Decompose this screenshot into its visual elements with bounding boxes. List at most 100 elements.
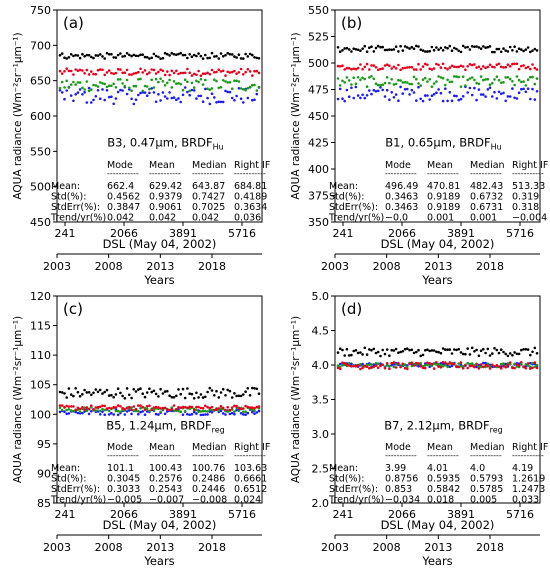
data-point bbox=[493, 346, 496, 350]
stats-value: 0.4189 bbox=[234, 191, 267, 202]
data-point bbox=[128, 53, 131, 57]
data-point bbox=[175, 98, 178, 102]
data-point bbox=[491, 81, 494, 85]
data-point bbox=[119, 88, 122, 92]
data-point bbox=[535, 352, 539, 355]
data-point bbox=[392, 96, 396, 99]
data-point bbox=[502, 362, 505, 365]
data-point bbox=[526, 348, 530, 351]
data-point bbox=[157, 93, 160, 96]
data-point bbox=[114, 393, 118, 396]
data-point bbox=[233, 79, 236, 82]
data-point bbox=[513, 62, 516, 66]
data-point bbox=[473, 63, 476, 66]
data-point bbox=[345, 76, 349, 79]
data-point bbox=[134, 98, 138, 101]
data-point bbox=[148, 91, 151, 95]
data-point bbox=[477, 82, 481, 86]
data-point bbox=[154, 412, 158, 416]
data-point bbox=[192, 410, 196, 414]
stats-col-rule: ----------- bbox=[192, 169, 224, 178]
stats-col-rule: ----------- bbox=[512, 169, 544, 178]
data-point bbox=[148, 409, 151, 413]
data-point bbox=[94, 409, 98, 412]
data-point bbox=[482, 347, 485, 351]
data-point bbox=[139, 387, 142, 390]
data-point bbox=[461, 65, 465, 68]
data-point bbox=[515, 352, 519, 356]
data-point bbox=[499, 348, 503, 352]
data-point bbox=[112, 405, 115, 409]
data-point bbox=[499, 65, 503, 69]
data-point bbox=[419, 84, 423, 87]
years-axis-label: Years bbox=[143, 554, 174, 568]
data-point bbox=[441, 361, 445, 364]
data-point bbox=[524, 84, 528, 87]
data-point bbox=[128, 393, 131, 397]
data-point bbox=[531, 361, 534, 365]
data-point bbox=[81, 406, 84, 409]
data-point bbox=[67, 387, 71, 390]
data-point bbox=[186, 67, 189, 71]
data-point bbox=[475, 81, 478, 85]
data-point bbox=[239, 87, 243, 90]
data-point bbox=[493, 50, 496, 54]
data-point bbox=[419, 68, 423, 71]
stats-value: 0.005 bbox=[470, 495, 497, 506]
data-point bbox=[388, 48, 391, 51]
y-axis-label: AQUA radiance (Wm⁻²sr⁻¹μm⁻¹) bbox=[290, 316, 302, 483]
data-point bbox=[526, 364, 530, 367]
data-point bbox=[466, 362, 470, 365]
data-point bbox=[195, 405, 198, 409]
data-point bbox=[101, 88, 104, 91]
data-point bbox=[94, 95, 98, 98]
data-point bbox=[96, 390, 100, 394]
data-point bbox=[72, 394, 75, 398]
data-point bbox=[372, 50, 376, 53]
data-point bbox=[504, 352, 508, 356]
data-point bbox=[446, 99, 449, 103]
stats-row-label: StdErr(%): bbox=[329, 484, 378, 495]
stats-value: 0.036 bbox=[234, 212, 261, 223]
data-point bbox=[154, 77, 158, 81]
data-point bbox=[181, 71, 185, 75]
stats-value: 3.99 bbox=[385, 463, 406, 474]
data-point bbox=[477, 65, 481, 69]
data-point bbox=[368, 89, 371, 92]
dsl-axis-label: DSL (May 04, 2002) bbox=[381, 518, 495, 532]
data-point bbox=[224, 80, 227, 83]
data-point bbox=[74, 68, 77, 71]
data-point bbox=[336, 64, 340, 68]
data-point bbox=[257, 57, 261, 60]
data-point bbox=[430, 94, 434, 97]
data-point bbox=[475, 66, 478, 69]
data-point bbox=[482, 365, 485, 369]
data-point bbox=[448, 80, 452, 84]
data-point bbox=[213, 408, 216, 412]
data-point bbox=[195, 54, 198, 58]
data-point bbox=[114, 97, 118, 100]
data-point bbox=[365, 50, 369, 53]
data-point bbox=[139, 53, 142, 57]
data-point bbox=[197, 410, 200, 414]
data-point bbox=[450, 352, 454, 355]
data-point bbox=[150, 87, 153, 90]
data-point bbox=[119, 52, 122, 55]
data-point bbox=[361, 353, 364, 356]
data-point bbox=[121, 71, 124, 75]
data-point bbox=[446, 47, 449, 50]
data-point bbox=[90, 404, 93, 408]
data-point bbox=[385, 76, 389, 79]
data-point bbox=[168, 73, 171, 77]
data-point bbox=[103, 390, 106, 394]
data-point bbox=[415, 361, 418, 365]
data-point bbox=[152, 408, 156, 412]
data-point bbox=[208, 88, 212, 91]
data-point bbox=[515, 62, 519, 66]
data-point bbox=[92, 391, 95, 395]
data-point bbox=[403, 80, 407, 84]
data-point bbox=[385, 348, 389, 351]
data-point bbox=[213, 71, 216, 74]
data-point bbox=[98, 97, 102, 100]
stats-col-rule: ----------- bbox=[149, 451, 181, 460]
